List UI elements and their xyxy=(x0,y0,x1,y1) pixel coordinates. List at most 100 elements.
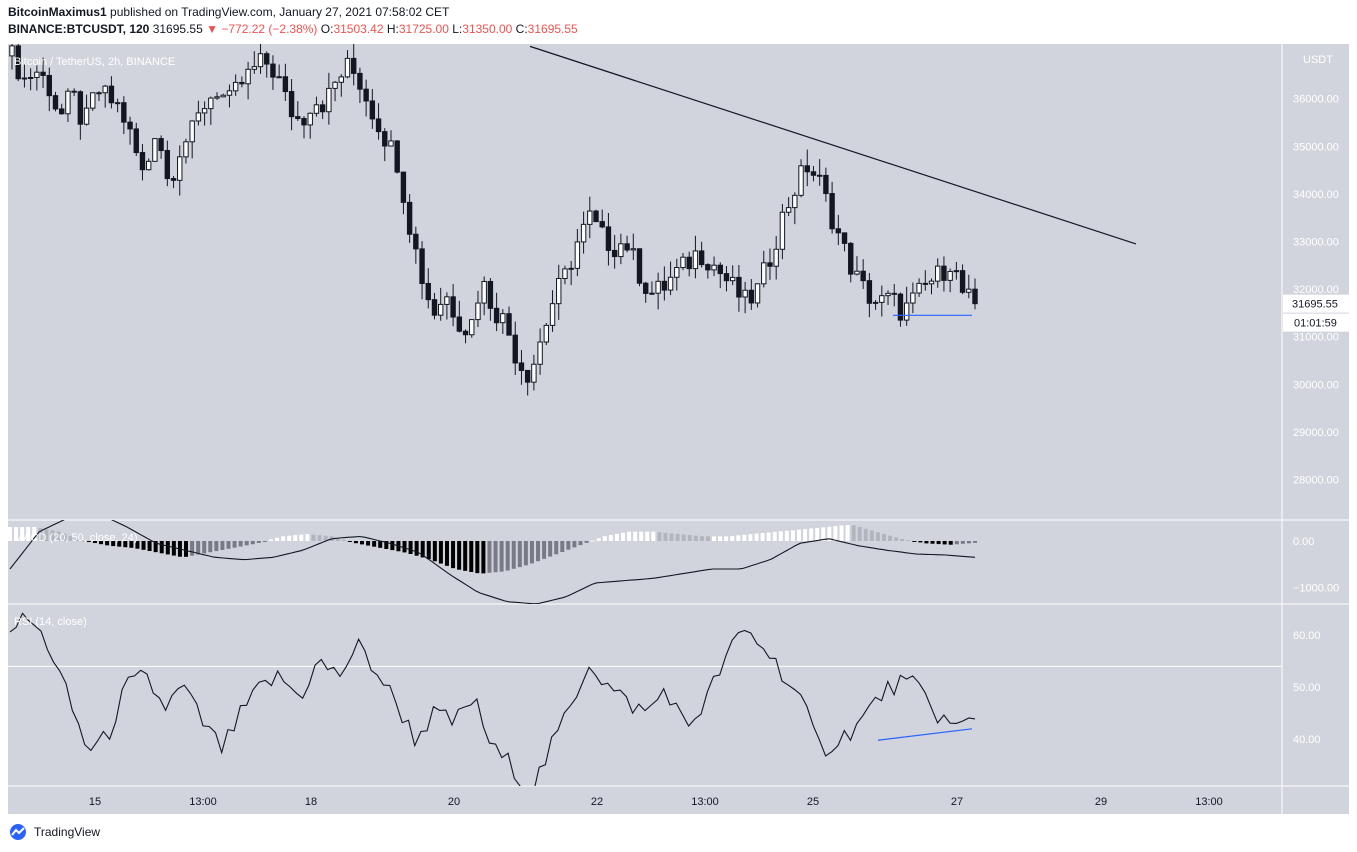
candle-down xyxy=(698,250,705,266)
candle-up xyxy=(145,160,152,171)
candle-up xyxy=(773,248,779,267)
candle-up xyxy=(232,81,239,92)
price-tick-label: 35000.00 xyxy=(1293,141,1339,153)
candle-down xyxy=(46,74,52,97)
macd-histogram-bar xyxy=(796,529,801,541)
macd-histogram-bar xyxy=(68,535,73,541)
candle-up xyxy=(195,112,202,122)
candle-down xyxy=(829,193,835,230)
candle-down xyxy=(239,81,245,85)
time-tick-label: 13:00 xyxy=(189,796,217,808)
macd-histogram-bar xyxy=(918,541,923,543)
macd-histogram-bar xyxy=(190,541,195,556)
macd-histogram-bar xyxy=(760,533,765,541)
candle-down xyxy=(804,165,810,173)
candle-up xyxy=(251,66,258,70)
change-value: −772.22 (−2.38%) xyxy=(221,22,318,36)
macd-histogram-bar xyxy=(863,528,868,541)
macd-histogram-bar xyxy=(378,541,383,548)
macd-histogram-bar xyxy=(62,533,67,541)
macd-histogram-bar xyxy=(809,528,814,541)
candle-up xyxy=(879,295,885,303)
macd-histogram-bar xyxy=(256,541,261,543)
macd-histogram-bar xyxy=(821,527,826,541)
macd-histogram-bar xyxy=(645,531,650,541)
candle-up xyxy=(208,97,214,110)
candle-down xyxy=(425,282,431,301)
rsi-pane[interactable]: RSI (14, close) xyxy=(8,612,1282,795)
candle-down xyxy=(835,228,842,234)
candle-up xyxy=(500,313,506,324)
candle-down xyxy=(686,256,692,270)
macd-histogram-bar xyxy=(220,541,225,550)
macd-histogram-bar xyxy=(414,541,419,556)
macd-histogram-bar xyxy=(26,527,31,541)
candle-down xyxy=(456,316,463,332)
macd-histogram-bar xyxy=(268,539,273,541)
candle-up xyxy=(754,283,761,304)
time-tick-label: 18 xyxy=(305,796,317,808)
macd-histogram-bar xyxy=(481,541,486,574)
candle-down xyxy=(363,88,369,102)
macd-histogram-bar xyxy=(244,541,249,546)
macd-histogram-bar xyxy=(56,531,61,541)
macd-histogram-bar xyxy=(438,541,443,564)
macd-histogram-bar xyxy=(699,536,704,541)
macd-histogram-bar xyxy=(475,541,480,574)
macd-histogram-bar xyxy=(250,541,255,545)
macd-histogram-bar xyxy=(681,534,686,541)
candle-up xyxy=(549,303,556,326)
macd-histogram-bar xyxy=(402,541,407,553)
tradingview-logo[interactable]: TradingView xyxy=(8,824,100,840)
macd-histogram-bar xyxy=(906,540,911,542)
macd-histogram-bar xyxy=(651,531,656,541)
macd-histogram-bar xyxy=(948,541,953,545)
candle-up xyxy=(437,303,444,316)
macd-histogram-bar xyxy=(973,541,977,543)
price-pane[interactable]: Bitcoin / TetherUS, 2h, BINANCE xyxy=(9,40,1137,396)
candle-down xyxy=(848,242,854,275)
candle-down xyxy=(717,264,723,275)
macd-histogram-bar xyxy=(335,538,340,541)
time-tick-label: 29 xyxy=(1095,796,1107,808)
candle-down xyxy=(506,313,512,336)
macd-histogram-bar xyxy=(772,531,777,541)
time-tick-label: 13:00 xyxy=(1195,796,1223,808)
candle-down xyxy=(52,95,59,110)
tradingview-logo-icon xyxy=(10,824,26,840)
candle-up xyxy=(537,341,543,365)
price-tick-label: 28000.00 xyxy=(1293,475,1339,487)
macd-histogram-bar xyxy=(778,531,783,541)
rsi-tick-label: 60.00 xyxy=(1293,630,1321,642)
macd-histogram-bar xyxy=(566,541,571,550)
macd-histogram-bar xyxy=(384,541,389,549)
rsi-support-line xyxy=(877,728,973,741)
macd-histogram-bar xyxy=(966,541,971,544)
macd-histogram-bar xyxy=(529,541,534,564)
candle-down xyxy=(524,369,531,383)
macd-histogram-bar xyxy=(275,537,280,541)
macd-histogram-bar xyxy=(372,541,377,547)
macd-histogram-bar xyxy=(560,541,565,553)
macd-histogram-bar xyxy=(839,525,844,541)
high-label: H: xyxy=(386,22,399,36)
author-name[interactable]: BitcoinMaximus1 xyxy=(8,5,107,19)
macd-histogram-bar xyxy=(596,538,601,541)
macd-histogram-bar xyxy=(293,535,298,541)
macd-histogram-bar xyxy=(238,541,243,547)
macd-histogram-bar xyxy=(44,529,49,541)
macd-histogram-bar xyxy=(32,527,37,541)
macd-histogram-bar xyxy=(620,532,625,541)
macd-histogram-bar xyxy=(135,541,140,549)
macd-histogram-bar xyxy=(869,530,874,541)
candle-down xyxy=(599,221,605,228)
candle-down xyxy=(375,118,382,133)
candle-down xyxy=(518,362,525,371)
macd-histogram-bar xyxy=(724,536,729,541)
candle-down xyxy=(941,265,947,281)
macd-histogram-bar xyxy=(639,531,644,541)
candle-down xyxy=(450,296,456,318)
macd-histogram-bar xyxy=(499,541,504,572)
macd-pane[interactable]: MACD (20, 50, close, 24) xyxy=(8,513,977,604)
